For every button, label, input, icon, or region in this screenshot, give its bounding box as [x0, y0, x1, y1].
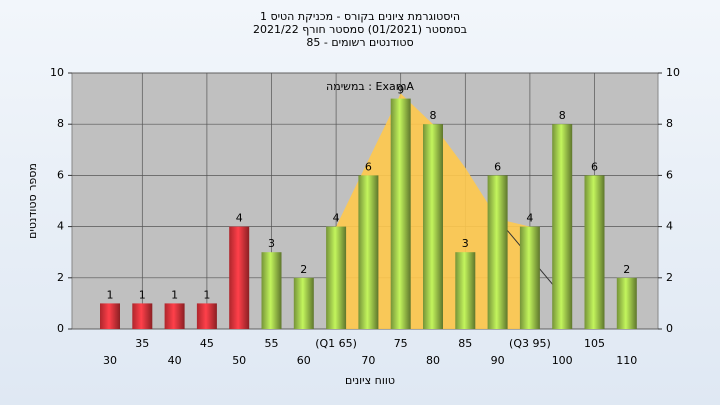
y-tick-label: 0	[57, 322, 64, 335]
bar	[164, 303, 185, 329]
bar-value-label: 1	[203, 288, 210, 301]
bar	[519, 226, 540, 329]
bar	[293, 277, 314, 329]
x-tick-label: 55	[265, 337, 279, 350]
y2-tick-label: 6	[666, 168, 673, 181]
y-tick-label: 2	[57, 271, 64, 284]
title-line: סטודנטים רשומים - 85	[306, 36, 413, 49]
bar-value-label: 1	[171, 288, 178, 301]
x-tick-label: 30	[103, 354, 117, 367]
y-tick-label: 10	[50, 66, 64, 79]
y2-tick-label: 0	[666, 322, 673, 335]
bar-value-label: 8	[430, 109, 437, 122]
annotation: במשימה : ExamA	[326, 80, 414, 93]
y2-tick-label: 2	[666, 271, 673, 284]
bar	[423, 124, 443, 329]
bar	[390, 98, 411, 329]
bar	[132, 303, 153, 329]
bar	[552, 124, 573, 329]
x-tick-label: 35	[135, 337, 149, 350]
x-tick-label: 45	[200, 337, 214, 350]
bar-value-label: 6	[591, 160, 598, 173]
bar-value-label: 3	[268, 237, 275, 250]
x-tick-label: (Q3 95)	[509, 337, 551, 350]
bar-value-label: 3	[462, 237, 469, 250]
x-tick-label: 80	[426, 354, 440, 367]
x-tick-label: 90	[491, 354, 505, 367]
x-tick-label: 50	[232, 354, 246, 367]
title-line: בסמסטר (01/2021) סמסטר חורף 2021/22	[253, 23, 467, 36]
y2-tick-label: 8	[666, 117, 673, 130]
bar	[487, 175, 508, 329]
x-tick-label: 85	[458, 337, 472, 350]
y2-tick-label: 10	[666, 66, 680, 79]
bar-value-label: 4	[333, 212, 340, 225]
bar-value-label: 4	[526, 212, 533, 225]
x-tick-label: 40	[168, 354, 182, 367]
x-tick-label: 60	[297, 354, 311, 367]
bar	[358, 175, 379, 329]
y-axis-label: מספר סטודנטים	[26, 163, 39, 239]
bar-value-label: 8	[559, 109, 566, 122]
bar-value-label: 2	[623, 263, 630, 276]
x-tick-label: 70	[361, 354, 375, 367]
y-tick-label: 6	[57, 168, 64, 181]
bar	[616, 277, 637, 329]
x-tick-label: (Q1 65)	[315, 337, 357, 350]
y-tick-label: 4	[57, 220, 64, 233]
y-tick-label: 8	[57, 117, 64, 130]
bar-value-label: 1	[139, 288, 146, 301]
bar	[326, 226, 347, 329]
bar	[261, 252, 282, 329]
x-tick-label: 105	[584, 337, 605, 350]
bar-value-label: 6	[365, 160, 372, 173]
bar-value-label: 1	[107, 288, 114, 301]
bar	[584, 175, 605, 329]
x-axis-label: טווח ציונים	[345, 374, 395, 387]
bar	[455, 252, 476, 329]
title-line: היסטוגרמת ציונים בקורס - מכניקת הטיס 1	[260, 10, 460, 23]
bar-value-label: 4	[236, 212, 243, 225]
x-tick-label: 100	[552, 354, 573, 367]
x-tick-label: 110	[616, 354, 637, 367]
bar-value-label: 2	[300, 263, 307, 276]
bar	[196, 303, 217, 329]
bar-value-label: 9	[397, 84, 404, 97]
bar	[229, 226, 250, 329]
y2-tick-label: 4	[666, 220, 673, 233]
bar-value-label: 6	[494, 160, 501, 173]
x-tick-label: 75	[394, 337, 408, 350]
bar	[100, 303, 120, 329]
